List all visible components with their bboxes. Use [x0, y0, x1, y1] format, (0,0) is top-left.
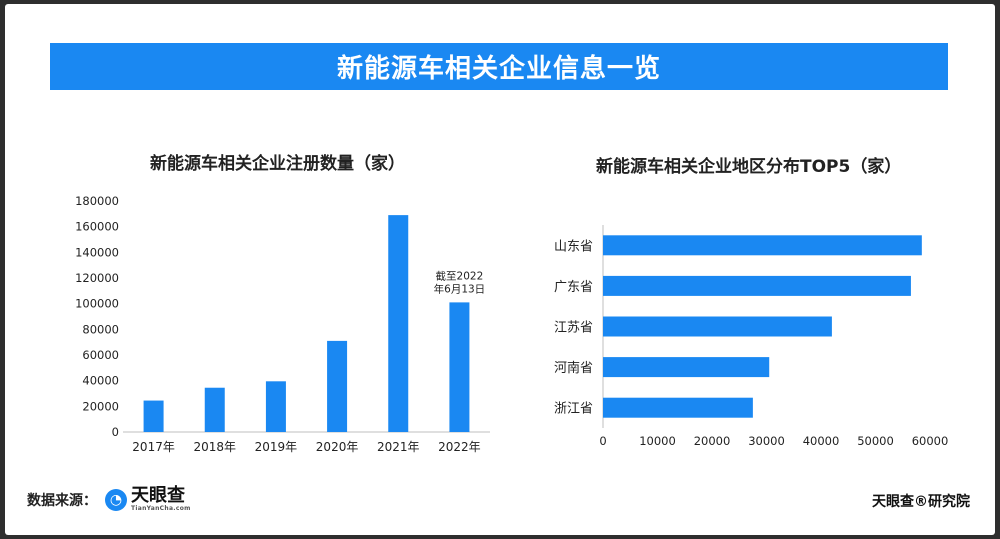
bar	[603, 316, 832, 337]
chart-title-regions: 新能源车相关企业地区分布TOP5（家）	[596, 157, 902, 177]
tianyancha-logo: ◔ 天眼查 TianYanCha.com	[105, 487, 191, 512]
x-tick-label: 20000	[694, 434, 731, 448]
data-source: 数据来源： ◔ 天眼查 TianYanCha.com	[27, 487, 191, 512]
y-tick-label: 100000	[75, 297, 119, 311]
y-tick-label: 180000	[75, 194, 119, 208]
infographic-card	[5, 4, 995, 535]
logo-text: 天眼查	[131, 485, 185, 506]
x-tick-label: 2019年	[255, 440, 298, 454]
y-tick-label: 20000	[82, 399, 119, 413]
bar	[603, 357, 770, 378]
bar	[449, 302, 470, 432]
eye-icon: ◔	[105, 488, 127, 511]
bar	[603, 275, 911, 296]
y-tick-label: 浙江省	[554, 402, 593, 417]
bar	[204, 387, 225, 432]
bar	[603, 397, 753, 418]
x-tick-label: 30000	[748, 434, 785, 448]
x-tick-label: 0	[599, 434, 606, 448]
y-tick-label: 60000	[82, 348, 119, 362]
registrations-bar-chart: 0 20000 40000 60000 80000 100000 120000 140000 1…	[75, 194, 490, 454]
bar	[327, 340, 348, 432]
page-title: 新能源车相关企业信息一览	[50, 43, 948, 90]
bar	[265, 381, 286, 432]
y-tick-label: 广东省	[554, 280, 593, 295]
x-tick-label: 50000	[857, 434, 894, 448]
bar	[388, 215, 409, 432]
y-tick-label: 山东省	[554, 239, 593, 254]
y-tick-label: 江苏省	[554, 320, 593, 336]
x-tick-label: 40000	[803, 434, 840, 448]
y-tick-label: 40000	[82, 374, 119, 388]
y-tick-label: 120000	[75, 271, 119, 285]
bar	[603, 235, 922, 256]
y-tick-label: 0	[112, 425, 119, 439]
research-credit: 天眼查®研究院	[872, 494, 970, 510]
source-label: 数据来源：	[27, 492, 97, 509]
x-tick-label: 2018年	[193, 440, 236, 454]
x-tick-label: 10000	[639, 434, 676, 448]
x-tick-label: 2022年	[438, 440, 481, 454]
y-tick-label: 80000	[82, 322, 119, 336]
y-tick-label: 160000	[75, 220, 119, 234]
y-tick-label: 140000	[75, 245, 119, 259]
bar-annotation: 年6月13日	[434, 282, 486, 295]
x-tick-label: 2021年	[377, 440, 420, 454]
x-tick-label: 2020年	[316, 440, 359, 454]
bar-annotation: 截至2022	[436, 269, 484, 282]
bar	[143, 400, 164, 432]
y-tick-label: 河南省	[554, 360, 593, 376]
chart-title-registrations: 新能源车相关企业注册数量（家）	[150, 154, 405, 174]
x-tick-label: 60000	[912, 434, 949, 448]
x-tick-label: 2017年	[132, 440, 175, 454]
logo-subtext: TianYanCha.com	[131, 505, 191, 512]
